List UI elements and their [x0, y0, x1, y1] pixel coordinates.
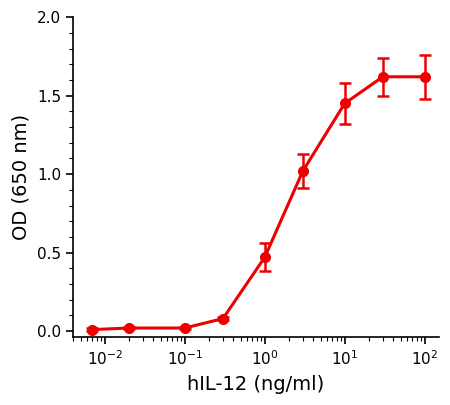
Y-axis label: OD (650 nm): OD (650 nm) — [11, 114, 30, 240]
X-axis label: hIL-12 (ng/ml): hIL-12 (ng/ml) — [187, 375, 324, 394]
